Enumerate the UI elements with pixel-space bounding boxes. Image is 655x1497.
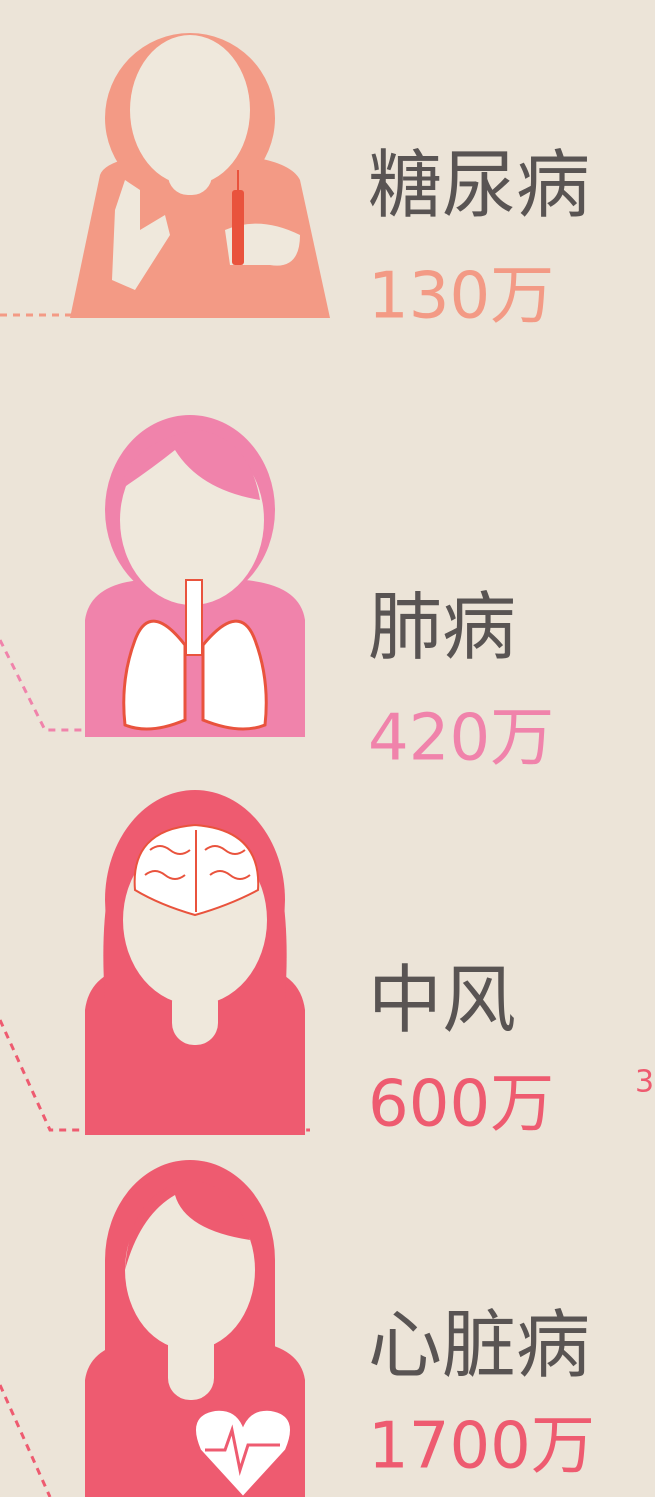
disease-value: 600万 — [368, 1068, 554, 1142]
disease-value: 420万 — [368, 702, 554, 776]
disease-name: 肺病 — [368, 585, 516, 671]
disease-name: 糖尿病 — [368, 143, 590, 229]
disease-value: 1700万 — [368, 1410, 595, 1484]
disease-value: 130万 — [368, 260, 554, 334]
infographic: 糖尿病 130万 肺病 420万 中风 600万 3 心脏病 1700万 — [0, 0, 655, 1497]
footnote-marker: 3 — [635, 1065, 654, 1100]
page: 糖尿病 130万 肺病 420万 中风 600万 3 心脏病 1700万 (()… — [0, 0, 655, 1497]
disease-name: 心脏病 — [368, 1303, 590, 1389]
disease-name: 中风 — [368, 958, 516, 1044]
